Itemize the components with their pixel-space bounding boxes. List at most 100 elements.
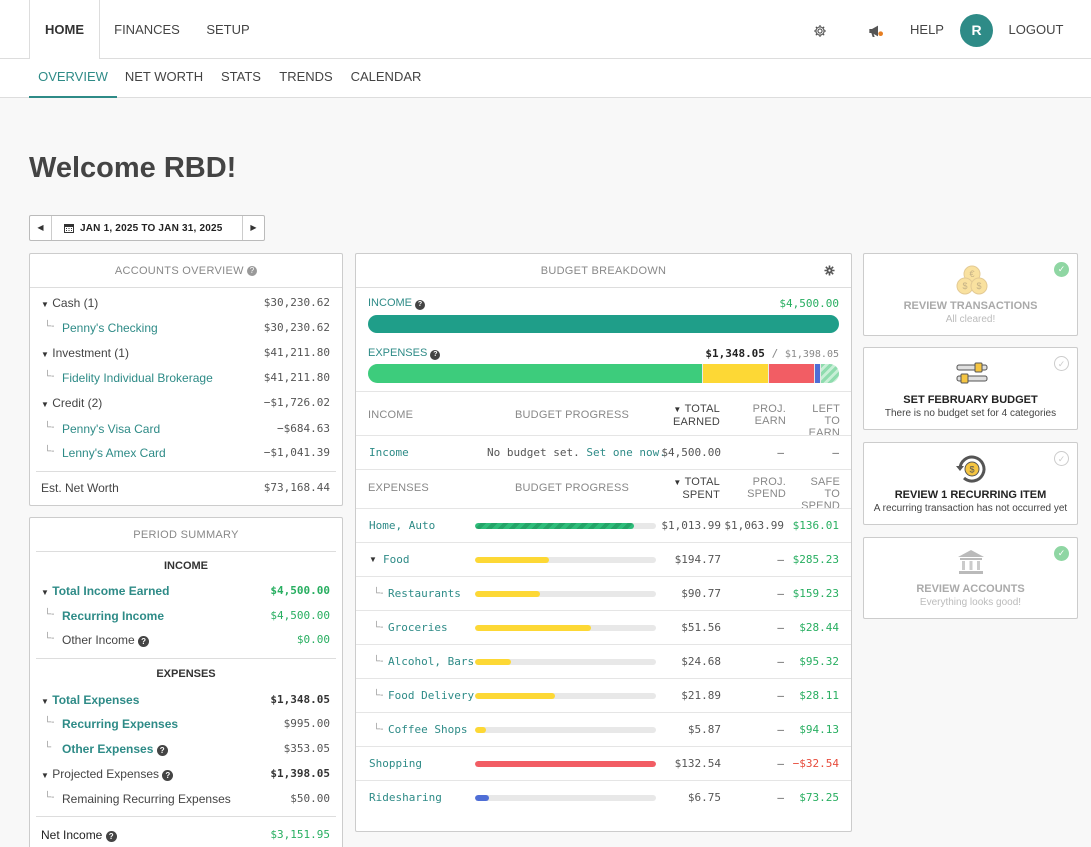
total-expenses-value: $1,348.05: [270, 693, 330, 706]
recurring-income-value: $4,500.00: [270, 609, 330, 622]
total-earned-header[interactable]: ▼ TOTAL EARNED: [672, 403, 720, 428]
total-income-value: $4,500.00: [270, 584, 330, 597]
expense-row[interactable]: Ridesharing $6.75 – $73.25: [356, 781, 851, 815]
income-progress-bar[interactable]: [368, 315, 839, 333]
expense-row[interactable]: └- Groceries $51.56 – $28.44: [356, 611, 851, 645]
date-range-label[interactable]: JAN 1, 2025 TO JAN 31, 2025: [80, 223, 223, 234]
expense-proj: $1,063.99: [724, 519, 784, 532]
task-review-recurring[interactable]: $ ✓ REVIEW 1 RECURRING ITEM A recurring …: [863, 442, 1078, 525]
account-value: $41,211.80: [263, 371, 330, 384]
help-icon[interactable]: ?: [430, 350, 441, 360]
expense-spent: $21.89: [681, 689, 721, 702]
account-group-credit[interactable]: ▼ Credit (2) −$1,726.02: [30, 396, 342, 416]
expense-row[interactable]: └- Coffee Shops $5.87 – $94.13: [356, 713, 851, 747]
next-period-button[interactable]: ▶: [242, 216, 264, 240]
task-set-budget[interactable]: ✓ SET FEBRUARY BUDGET There is no budget…: [863, 347, 1078, 430]
help-icon[interactable]: ?: [105, 831, 117, 842]
recurring-income-label[interactable]: Recurring Income: [62, 609, 165, 623]
expense-row[interactable]: Home, Auto $1,013.99 $1,063.99 $136.01: [356, 509, 851, 543]
income-row[interactable]: Income No budget set. Set one now. $4,50…: [356, 436, 851, 470]
net-worth-label: Est. Net Worth: [41, 481, 119, 495]
tab-overview[interactable]: OVERVIEW: [29, 59, 117, 98]
announcements-button[interactable]: [862, 0, 890, 59]
expense-category-name[interactable]: Coffee Shops: [388, 723, 468, 736]
expense-safe: $94.13: [799, 723, 839, 736]
help-icon[interactable]: ?: [156, 745, 168, 756]
tab-finances[interactable]: FINANCES: [114, 22, 180, 37]
total-spent-header[interactable]: ▼ TOTAL SPENT: [673, 476, 720, 501]
expense-category-name[interactable]: Home, Auto: [369, 519, 436, 532]
expense-row[interactable]: Shopping $132.54 – −$32.54: [356, 747, 851, 781]
help-link[interactable]: HELP: [910, 22, 944, 37]
tab-stats[interactable]: STATS: [221, 69, 261, 84]
help-icon[interactable]: ?: [415, 300, 426, 310]
net-worth-row: Est. Net Worth $73,168.44: [30, 481, 342, 501]
account-name[interactable]: Penny's Visa Card: [62, 422, 161, 436]
avatar[interactable]: R: [960, 14, 993, 47]
expense-category-name[interactable]: Food Delivery: [388, 689, 475, 702]
total-income-row[interactable]: ▼ Total Income Earned $4,500.00: [30, 584, 342, 604]
help-icon[interactable]: ?: [247, 266, 258, 277]
total-expenses-row[interactable]: ▼ Total Expenses $1,348.05: [30, 693, 342, 713]
expenses-progress-bar[interactable]: [368, 364, 839, 383]
expense-category-name[interactable]: Groceries: [388, 621, 448, 634]
tab-calendar[interactable]: CALENDAR: [350, 69, 422, 84]
tab-setup[interactable]: SETUP: [206, 22, 250, 37]
account-group-label: Cash (1): [52, 296, 99, 310]
account-row[interactable]: └- Lenny's Amex Card −$1,041.39: [44, 446, 330, 460]
expenses-segment-food: [703, 364, 768, 383]
recurring-expenses-label[interactable]: Recurring Expenses: [62, 717, 179, 731]
expense-category-name[interactable]: Ridesharing: [369, 791, 442, 804]
account-name[interactable]: Penny's Checking: [62, 321, 158, 335]
set-budget-link[interactable]: Set one now.: [586, 446, 666, 459]
expense-category-name[interactable]: Food: [383, 553, 410, 566]
account-group-cash[interactable]: ▼ Cash (1) $30,230.62: [30, 296, 342, 316]
tab-home[interactable]: HOME: [29, 0, 100, 60]
other-expenses-label[interactable]: Other Expenses: [62, 742, 154, 756]
recurring-expenses-row[interactable]: └- Recurring Expenses $995.00: [44, 717, 330, 731]
settings-button[interactable]: [806, 0, 834, 59]
account-row[interactable]: └- Fidelity Individual Brokerage $41,211.8…: [44, 371, 330, 385]
net-income-label: Net Income: [41, 828, 103, 842]
task-review-accounts[interactable]: ✓ REVIEW ACCOUNTS Everything looks good!: [863, 537, 1078, 619]
tab-net-worth[interactable]: NET WORTH: [124, 69, 204, 84]
expenses-header: EXPENSES: [156, 668, 216, 680]
sub-nav: OVERVIEW NET WORTH STATS TRENDS CALENDAR: [0, 59, 1091, 98]
expense-category-name[interactable]: Alcohol, Bars: [388, 655, 475, 668]
expenses-spent: $1,348.05: [705, 347, 765, 360]
help-icon[interactable]: ?: [138, 636, 150, 647]
budget-progress-bar: [475, 523, 656, 529]
account-name[interactable]: Lenny's Amex Card: [62, 446, 166, 460]
expense-row[interactable]: └- Food Delivery $21.89 – $28.11: [356, 679, 851, 713]
recurring-income-row[interactable]: └- Recurring Income $4,500.00: [44, 609, 330, 623]
other-income-row: └- Other Income ? $0.00: [44, 633, 330, 647]
account-row[interactable]: └- Penny's Checking $30,230.62: [44, 321, 330, 335]
proj-earn-header: PROJ. EARN: [752, 403, 786, 427]
expense-row[interactable]: └- Alcohol, Bars $24.68 – $95.32: [356, 645, 851, 679]
total-expenses-label[interactable]: Total Expenses: [52, 693, 140, 707]
logout-link[interactable]: LOGOUT: [1008, 22, 1064, 37]
projected-expenses-row[interactable]: ▼ Projected Expenses ? $1,398.05: [30, 767, 342, 787]
tab-trends[interactable]: TRENDS: [279, 69, 333, 84]
account-name[interactable]: Fidelity Individual Brokerage: [62, 371, 213, 385]
expense-category-name[interactable]: Restaurants: [388, 587, 461, 600]
expense-category-name[interactable]: Shopping: [369, 757, 422, 770]
gear-icon[interactable]: [824, 265, 835, 276]
expense-safe: $73.25: [799, 791, 839, 804]
expense-safe: $28.44: [799, 621, 839, 634]
account-group-investment[interactable]: ▼ Investment (1) $41,211.80: [30, 346, 342, 366]
account-row[interactable]: └- Penny's Visa Card −$684.63: [44, 422, 330, 436]
account-group-label: Investment (1): [52, 346, 129, 360]
help-icon[interactable]: ?: [162, 770, 174, 781]
budget-progress-fill: [475, 625, 591, 631]
account-group-value: −$1,726.02: [263, 396, 330, 409]
income-row-name[interactable]: Income: [369, 446, 409, 459]
prev-period-button[interactable]: ◀: [30, 216, 52, 240]
total-income-label[interactable]: Total Income Earned: [52, 584, 170, 598]
other-expenses-row[interactable]: └ Other Expenses ? $353.05: [44, 742, 330, 756]
expense-row[interactable]: ▼ Food $194.77 – $285.23: [356, 543, 851, 577]
expense-row[interactable]: └- Restaurants $90.77 – $159.23: [356, 577, 851, 611]
budget-progress-fill: [475, 591, 541, 597]
expense-proj: –: [777, 621, 784, 634]
task-review-transactions[interactable]: € $ $ ✓ REVIEW TRANSACTIONS All cleared!: [863, 253, 1078, 336]
